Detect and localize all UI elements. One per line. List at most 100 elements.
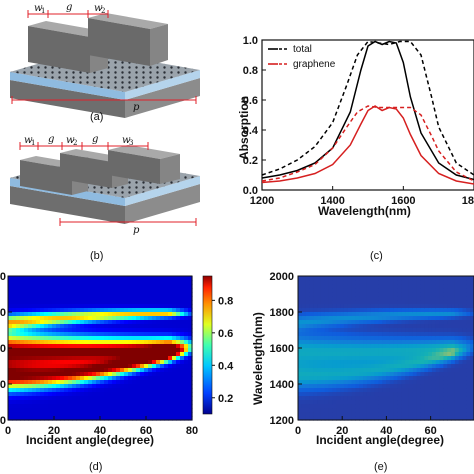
chart-d-cell xyxy=(108,340,113,345)
chart-d-cell xyxy=(32,324,37,329)
chart-e-cell xyxy=(466,372,471,377)
chart-d-cell xyxy=(48,296,53,301)
chart-d-cell xyxy=(16,368,21,373)
chart-e-cell xyxy=(313,280,318,285)
chart-d-cell xyxy=(56,384,61,389)
chart-e-cell xyxy=(382,336,387,341)
chart-e-cell xyxy=(378,304,383,309)
chart-d-cell xyxy=(8,356,13,361)
chart-e-cell xyxy=(305,320,311,325)
chart-e-cell xyxy=(386,388,391,393)
chart-e-cell xyxy=(397,332,402,337)
chart-d-cell xyxy=(52,392,57,397)
dim-b-g2: g xyxy=(92,134,98,145)
chart-d-cell xyxy=(12,292,17,297)
chart-c-series xyxy=(261,40,474,185)
chart-d-cell xyxy=(64,412,69,417)
chart-e-cell xyxy=(424,344,429,349)
chart-d-cell xyxy=(132,356,137,361)
chart-d-cell xyxy=(116,372,121,377)
chart-e-cell xyxy=(343,288,349,293)
chart-e-cell xyxy=(401,380,406,385)
chart-e-cell xyxy=(324,408,330,413)
chart-e-cell xyxy=(428,384,433,389)
chart-e-cell xyxy=(435,392,441,397)
chart-e-cell xyxy=(366,288,372,293)
chart-e-cell xyxy=(412,340,418,345)
chart-d-cell xyxy=(184,400,189,405)
chart-d-cell xyxy=(52,304,57,309)
chart-d-cell xyxy=(60,404,65,409)
chart-d-cell xyxy=(168,296,173,301)
chart-d-cell xyxy=(124,296,129,301)
chart-e-cell xyxy=(336,316,341,321)
chart-d-cell xyxy=(148,336,153,341)
chart-e-cell xyxy=(435,408,441,413)
chart-e-cell xyxy=(462,396,467,401)
chart-d-cell xyxy=(28,328,33,333)
chart-d-cell xyxy=(68,332,73,337)
chart-e-cell xyxy=(470,380,474,385)
chart-d-cell xyxy=(168,416,173,421)
chart-e-cell xyxy=(435,344,441,349)
chart-e-cell xyxy=(458,308,464,313)
chart-d-cell xyxy=(84,296,89,301)
chart-e-cell xyxy=(431,344,437,349)
chart-d-cell xyxy=(96,332,101,337)
chart-e-cell xyxy=(309,392,314,397)
chart-d-cell xyxy=(168,320,173,325)
chart-d-cell xyxy=(132,292,137,297)
chart-d-cell xyxy=(52,376,57,381)
chart-e-cell xyxy=(454,328,460,333)
chart-e-cell xyxy=(393,344,399,349)
chart-d-cell xyxy=(52,372,57,377)
chart-e-cell xyxy=(416,288,422,293)
chart-d-cell xyxy=(164,348,169,353)
chart-e-cell xyxy=(408,400,414,405)
chart-e-cell xyxy=(320,384,326,389)
chart-d-cell xyxy=(108,344,113,349)
chart-e-cell xyxy=(343,416,349,421)
chart-e-cell xyxy=(340,300,345,305)
chart-d-cell xyxy=(112,276,117,281)
chart-e-cell xyxy=(355,340,360,345)
chart-e-cell xyxy=(386,304,391,309)
chart-d-cell xyxy=(184,380,189,385)
chart-e-cell xyxy=(336,320,341,325)
chart-e-cell xyxy=(412,360,418,365)
chart-e-cell xyxy=(301,372,307,377)
chart-d-cell xyxy=(132,312,137,317)
chart-e-cell xyxy=(466,280,471,285)
chart-d-cell xyxy=(36,296,41,301)
chart-e-cell xyxy=(401,292,406,297)
chart-e-cell xyxy=(382,360,387,365)
chart-c-ytick-label: 0.6 xyxy=(243,95,258,107)
chart-e-cell xyxy=(298,304,303,309)
chart-d-cell xyxy=(168,400,173,405)
chart-d-cell xyxy=(120,312,125,317)
chart-d-cell xyxy=(44,372,49,377)
chart-e-cell xyxy=(351,308,356,313)
chart-e-cell xyxy=(447,380,452,385)
chart-d-cell xyxy=(36,352,41,357)
chart-e-cell xyxy=(343,400,349,405)
chart-d-cell xyxy=(24,328,29,333)
chart-e-cell xyxy=(363,400,368,405)
chart-e-cell xyxy=(401,376,406,381)
chart-d-cell xyxy=(184,376,189,381)
chart-e-cell xyxy=(389,356,395,361)
chart-d-cell xyxy=(20,300,25,305)
chart-d-cell xyxy=(84,400,89,405)
chart-e-cell xyxy=(332,400,337,405)
chart-e-cell xyxy=(412,404,418,409)
chart-e-cell xyxy=(424,340,429,345)
chart-d-cell xyxy=(48,328,53,333)
chart-e-cell xyxy=(363,388,368,393)
chart-d-cell xyxy=(28,288,33,293)
chart-e-cell xyxy=(317,276,322,281)
chart-d-cell xyxy=(24,332,29,337)
chart-e-cell xyxy=(374,344,379,349)
chart-d-cell xyxy=(168,392,173,397)
chart-d-cell xyxy=(52,408,57,413)
chart-d-cell xyxy=(92,332,97,337)
